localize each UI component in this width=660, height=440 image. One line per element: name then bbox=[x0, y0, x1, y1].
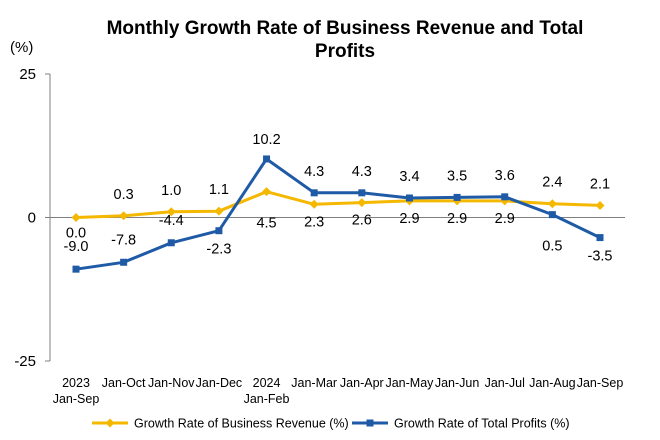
series-2-data-label: -9.0 bbox=[64, 239, 89, 255]
data-labels: 0.0 0.3 1.0 1.1 4.5 2.3 2.6 2.9 2.9 2.9 2.4 2.1 -9.0… bbox=[64, 132, 613, 265]
x-tick-label-line2: Jan-Feb bbox=[244, 392, 290, 406]
series-2-data-label: 4.3 bbox=[304, 164, 324, 180]
series-2-marker bbox=[263, 155, 271, 163]
series-2-marker bbox=[596, 234, 604, 242]
series-2-marker bbox=[358, 189, 366, 197]
y-tick-label: -25 bbox=[14, 353, 36, 370]
series-1-marker bbox=[357, 198, 367, 208]
series-line-2 bbox=[75, 157, 601, 271]
series-1-marker bbox=[547, 199, 557, 209]
x-tick-label: Jan-Apr bbox=[340, 376, 384, 390]
x-tick-label-line2: Jan-Sep bbox=[53, 392, 100, 406]
series-2-data-label: 3.4 bbox=[399, 169, 419, 185]
legend: Growth Rate of Business Revenue (%) Growt… bbox=[92, 417, 570, 431]
series-2-data-label: 0.5 bbox=[542, 239, 562, 255]
series-1-data-label: 1.0 bbox=[161, 183, 181, 199]
series-2-marker bbox=[215, 227, 223, 235]
series-1-data-label: 2.9 bbox=[447, 211, 467, 227]
series-1-data-label: 2.9 bbox=[495, 211, 515, 227]
series-2-data-label: -4.4 bbox=[159, 213, 184, 229]
series-2-marker bbox=[548, 211, 556, 219]
y-tick-label: 0 bbox=[28, 210, 36, 227]
series-1-marker bbox=[595, 200, 605, 210]
legend-marker-2 bbox=[366, 419, 374, 427]
x-tick-label: 2024 bbox=[253, 376, 281, 390]
x-tick-label: Jan-Jun bbox=[435, 376, 480, 390]
series-1-data-label: 2.4 bbox=[542, 175, 562, 191]
chart-title-line2: Profits bbox=[315, 41, 375, 62]
legend-label-2: Growth Rate of Total Profits (%) bbox=[394, 417, 570, 431]
series-2-marker bbox=[453, 193, 461, 201]
series-1-marker bbox=[119, 211, 129, 221]
series-2-data-label: -2.3 bbox=[206, 242, 231, 258]
series-1-marker bbox=[262, 187, 272, 197]
x-tick-label: Jan-Jul bbox=[485, 376, 525, 390]
series-2-data-label: 3.6 bbox=[495, 168, 515, 184]
series-2-marker bbox=[310, 189, 318, 197]
series-2-data-label: 3.5 bbox=[447, 168, 467, 184]
series-1-data-label: 0.0 bbox=[66, 226, 86, 242]
series-2-marker bbox=[501, 193, 509, 201]
series-2-marker bbox=[167, 239, 175, 247]
series-1-data-label: 1.1 bbox=[209, 182, 229, 198]
series-2-data-label: -3.5 bbox=[588, 249, 613, 265]
x-tick-label: Jan-Dec bbox=[196, 376, 243, 390]
x-tick-label: Jan-Mar bbox=[291, 376, 337, 390]
series-1-marker bbox=[71, 213, 81, 222]
y-axis-unit-label: (%) bbox=[10, 39, 33, 56]
x-tick-label: Jan-Aug bbox=[529, 376, 576, 390]
x-tick-label: 2023 bbox=[62, 376, 90, 390]
series-layer bbox=[71, 155, 605, 273]
legend-marker-1 bbox=[105, 418, 115, 428]
chart-title-line1: Monthly Growth Rate of Business Revenue … bbox=[107, 18, 584, 39]
series-1-data-label: 0.3 bbox=[114, 187, 134, 203]
series-2-marker bbox=[120, 258, 128, 266]
series-1-marker bbox=[309, 199, 319, 209]
series-1-marker bbox=[166, 207, 176, 217]
series-2-marker bbox=[72, 265, 80, 273]
y-tick-label: 25 bbox=[19, 66, 36, 83]
series-1-marker bbox=[214, 206, 224, 216]
legend-label-1: Growth Rate of Business Revenue (%) bbox=[134, 417, 349, 431]
series-2-data-label: 4.3 bbox=[352, 164, 372, 180]
series-1-data-label: 2.3 bbox=[304, 214, 324, 230]
series-1-data-label: 2.6 bbox=[352, 213, 372, 229]
x-tick-label: Jan-May bbox=[385, 376, 434, 390]
x-tick-label: Jan-Nov bbox=[148, 376, 195, 390]
x-tick-label: Jan-Sep bbox=[577, 376, 624, 390]
series-2-data-label: 10.2 bbox=[252, 132, 280, 148]
series-1-data-label: 2.1 bbox=[590, 176, 610, 192]
series-1-data-label: 4.5 bbox=[256, 216, 276, 232]
series-2-data-label: -7.8 bbox=[111, 232, 136, 248]
series-1-data-label: 2.9 bbox=[399, 211, 419, 227]
x-tick-label: Jan-Oct bbox=[102, 376, 146, 390]
series-2-marker bbox=[405, 194, 413, 202]
